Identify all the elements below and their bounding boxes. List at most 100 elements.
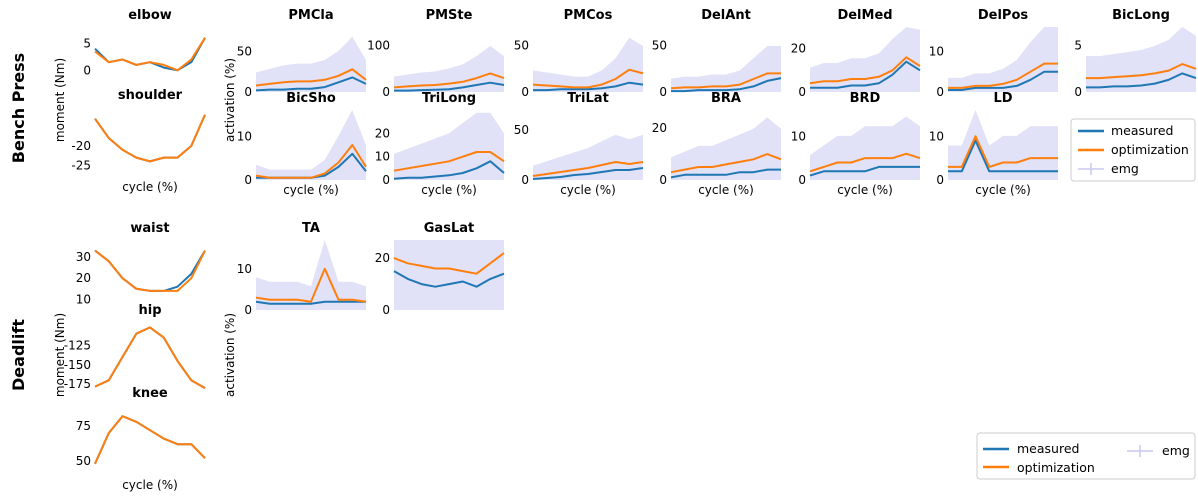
emg-band-brd xyxy=(810,116,920,180)
subplot-trilat: TriLat 0 50 cycle (%) xyxy=(514,91,644,197)
subplot-pmste: PMSte 0 100 xyxy=(367,8,505,99)
series-measured-delant xyxy=(671,77,782,93)
subplot-title-pmcos: PMCos xyxy=(564,8,613,23)
series-measured-biclong xyxy=(1086,72,1197,89)
series-optimization-biclong xyxy=(1086,63,1197,80)
legend-label-emg: emg xyxy=(1111,161,1139,176)
subplot-trilong: TriLong 0 10 20 cycle (%) xyxy=(375,91,505,197)
ytick-label-delant: 0 xyxy=(659,85,667,99)
series-measured-knee xyxy=(94,415,206,465)
ytick-label-pmste: 100 xyxy=(367,39,390,53)
series-measured-hip xyxy=(94,326,206,389)
series-optimization-ld xyxy=(948,135,1058,168)
ytick-label-trilong: 10 xyxy=(375,150,390,164)
ytick-label-knee: 75 xyxy=(76,419,91,433)
legend-label-optimization: optimization xyxy=(1111,142,1189,157)
ytick-label-bicsho: 0 xyxy=(244,173,252,187)
series-measured-gaslat xyxy=(393,270,505,288)
ytick-label-hip: -150 xyxy=(64,358,91,372)
ytick-label-trilong: 20 xyxy=(375,126,390,140)
series-optimization-knee xyxy=(94,415,206,465)
series-optimization-trilong xyxy=(393,151,505,172)
legend-bench: measured optimization emg xyxy=(1070,118,1196,182)
subplot-title-biclong: BicLong xyxy=(1112,8,1170,23)
subplot-title-delant: DelAnt xyxy=(701,8,751,23)
ytick-label-bicsho: 10 xyxy=(237,129,252,143)
series-measured-trilat xyxy=(532,167,644,180)
ytick-label-knee: 50 xyxy=(76,454,91,468)
cycle-xlabel-brd: cycle (%) xyxy=(837,183,893,197)
series-optimization-pmcla xyxy=(255,68,367,87)
ytick-label-elbow: 5 xyxy=(83,36,91,50)
series-measured-delmed xyxy=(810,60,921,89)
emg-band-trilat xyxy=(533,134,643,180)
ytick-label-elbow: 0 xyxy=(83,63,91,77)
series-measured-elbow xyxy=(94,37,206,72)
subplot-delant: DelAnt 0 50 xyxy=(652,8,782,99)
subplot-elbow: elbow 0 5 xyxy=(83,8,206,77)
subplot-title-trilat: TriLat xyxy=(567,91,609,106)
emg-band-biclong xyxy=(1086,27,1196,92)
subplot-delpos: DelPos 0 10 xyxy=(929,8,1058,99)
legend-frame xyxy=(976,432,1196,480)
series-measured-shoulder xyxy=(94,114,206,163)
series-measured-trilong xyxy=(393,160,505,180)
ytick-label-waist: 30 xyxy=(76,250,91,264)
cycle-xlabel-knee: cycle (%) xyxy=(122,478,178,492)
emg-band-pmcla xyxy=(256,36,366,92)
ytick-label-bra: 20 xyxy=(652,121,667,135)
subplot-bra: BRA 0 20 cycle (%) xyxy=(652,91,782,197)
ytick-label-waist: 10 xyxy=(76,292,91,306)
subplot-delmed: DelMed 0 20 xyxy=(791,8,921,99)
ytick-label-brd: 0 xyxy=(798,173,806,187)
subplot-gaslat: GasLat 0 20 xyxy=(375,221,505,317)
series-optimization-pmcos xyxy=(532,68,644,89)
ytick-label-trilong: 0 xyxy=(382,173,390,187)
series-optimization-shoulder xyxy=(94,114,206,163)
subplot-title-bra: BRA xyxy=(711,91,741,106)
legend-frame xyxy=(1070,118,1196,182)
series-optimization-gaslat xyxy=(393,252,505,275)
activation-ylabel-top: activation (%) xyxy=(223,58,237,142)
cycle-xlabel-trilong: cycle (%) xyxy=(421,183,477,197)
series-optimization-bra xyxy=(670,153,782,174)
ytick-label-pmste: 0 xyxy=(382,85,390,99)
ytick-label-trilat: 50 xyxy=(514,123,529,137)
subplot-title-elbow: elbow xyxy=(128,8,172,23)
subplot-title-trilong: TriLong xyxy=(422,91,476,106)
emg-band-ld xyxy=(948,110,1058,180)
legend-label-measured: measured xyxy=(1111,123,1173,138)
legend-label-measured: measured xyxy=(1017,441,1079,456)
subplot-title-delpos: DelPos xyxy=(978,8,1029,23)
ytick-label-ta: 10 xyxy=(237,262,252,276)
subplot-title-waist: waist xyxy=(130,221,169,236)
legend-deadlift: measured optimization emg xyxy=(976,432,1196,480)
subplot-title-bicsho: BicSho xyxy=(286,91,336,106)
ytick-label-shoulder: -25 xyxy=(71,158,91,172)
series-optimization-delmed xyxy=(809,56,921,85)
section-label-bottom: Deadlift xyxy=(9,319,28,391)
ytick-label-delpos: 0 xyxy=(936,85,944,99)
subplot-biclong: BicLong 0 5 xyxy=(1074,8,1197,99)
moment-ylabel-bottom: moment (Nm) xyxy=(53,313,67,397)
emg-band-pmste xyxy=(394,45,504,92)
ytick-label-waist: 20 xyxy=(76,271,91,285)
series-optimization-hip xyxy=(94,326,206,389)
subplot-title-brd: BRD xyxy=(850,91,881,106)
ytick-label-ld: 10 xyxy=(929,129,944,143)
subplot-title-knee: knee xyxy=(132,386,168,401)
subplot-hip: hip -125 -150 -175 xyxy=(64,303,206,391)
subplot-title-gaslat: GasLat xyxy=(424,221,474,236)
ytick-label-pmcla: 50 xyxy=(237,44,252,58)
subplot-pmcla: PMCla 0 50 xyxy=(237,8,367,99)
cycle-xlabel-bra: cycle (%) xyxy=(698,183,754,197)
ytick-label-delmed: 20 xyxy=(791,42,806,56)
series-measured-ld xyxy=(948,139,1058,173)
ytick-label-gaslat: 0 xyxy=(382,303,390,317)
emg-band-bicsho xyxy=(256,110,366,180)
series-measured-pmste xyxy=(394,81,505,92)
subplot-title-pmcla: PMCla xyxy=(288,8,333,23)
emg-band-trilong xyxy=(394,112,504,180)
